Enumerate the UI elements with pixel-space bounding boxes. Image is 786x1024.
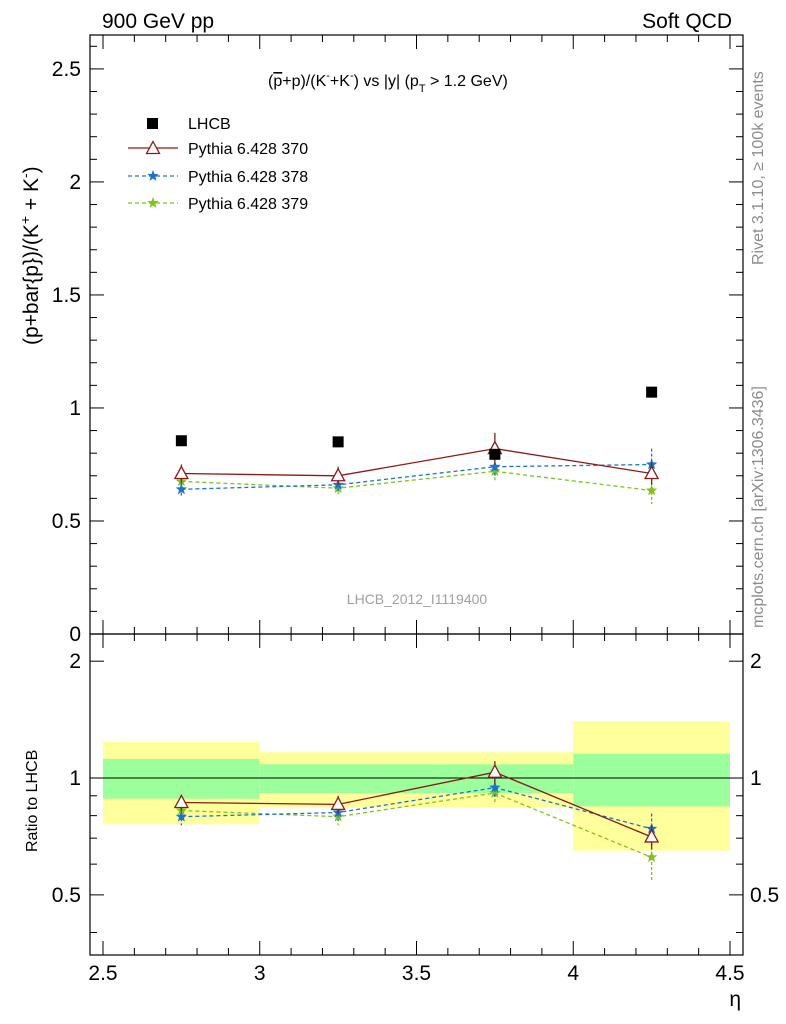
ratio-line-pythia-6-428-370: [181, 771, 652, 838]
legend-entry-pythia-379: Pythia 6.428 379: [128, 196, 308, 213]
rivet-label: Rivet 3.1.10, ≥ 100k events: [750, 71, 767, 265]
x-tick-label: 4: [567, 962, 579, 985]
main-point-pythia-6-428-370: [173, 465, 189, 480]
header-left: 900 GeV pp: [102, 10, 214, 33]
main-point-pythia-6-428-379: [489, 465, 501, 477]
main-point-lhcb: [175, 435, 187, 447]
ratio-y-tick-label-right: 2: [750, 650, 762, 673]
ratio-uncertainty-bands: [103, 721, 730, 851]
ratio-ylabel: Ratio to LHCB: [24, 750, 41, 852]
main-y-tick-label: 2: [69, 171, 81, 194]
legend-entry-lhcb: LHCB: [147, 116, 231, 133]
legend-entry-pythia-378: Pythia 6.428 378: [128, 169, 308, 186]
ratio-y-tick-label-right: 0.5: [750, 884, 779, 907]
legend-entry-pythia-370: Pythia 6.428 370: [128, 140, 308, 158]
axes: 2.5 3 3.5 4 4.5 0 0.5 1 1.5 2 2.5 0.5 0.5 1 1 2 2: [52, 34, 779, 985]
main-line-pythia-6-428-379: [181, 470, 652, 492]
legend-label-pythia-379: Pythia 6.428 379: [188, 196, 308, 213]
legend-label-pythia-378: Pythia 6.428 378: [188, 169, 308, 186]
ratio-point-pythia-6-428-378: [489, 781, 501, 793]
legend: LHCB Pythia 6.428 370 Pythia 6.428 378 P…: [128, 116, 308, 213]
main-point-pythia-6-428-379: [332, 482, 344, 494]
main-point-pythia-6-428-378: [489, 460, 501, 472]
main-line-pythia-6-428-370: [181, 447, 652, 477]
main-y-tick-label: 0: [69, 623, 81, 646]
x-tick-label: 3: [254, 962, 266, 985]
legend-marker-pythia-379: [147, 197, 159, 208]
mcplots-label: mcplots.cern.ch [arXiv:1306.3436]: [750, 386, 767, 628]
main-title: (p+p)/(K-+K-) vs |y| (pT > 1.2 GeV): [268, 70, 508, 95]
main-point-pythia-6-428-378: [175, 483, 188, 495]
main-ylabel: (p+bar{p})/(K+ + K-): [17, 166, 43, 345]
legend-marker-lhcb: [147, 118, 158, 129]
analysis-label: LHCB_2012_I1119400: [347, 591, 488, 607]
ratio-point-pythia-6-428-370: [487, 763, 503, 778]
main-plot: [173, 386, 660, 505]
ratio-band-inner-2: [573, 753, 730, 807]
main-point-pythia-6-428-379: [645, 484, 658, 496]
ratio-point-pythia-6-428-379: [645, 851, 658, 863]
main-y-tick-label: 1.5: [52, 284, 81, 307]
ratio-band-inner-0: [103, 758, 260, 799]
x-tick-label: 3.5: [402, 962, 431, 985]
main-y-tick-label: 1: [69, 397, 81, 420]
main-point-pythia-6-428-370: [330, 467, 346, 482]
ratio-point-pythia-6-428-370: [330, 796, 346, 811]
header-right: Soft QCD: [642, 10, 732, 33]
ratio-y-tick-label: 0.5: [52, 884, 81, 907]
ratio-line-pythia-6-428-378: [181, 786, 652, 830]
ratio-y-tick-label-right: 1: [750, 767, 762, 790]
legend-label-pythia-370: Pythia 6.428 370: [188, 141, 308, 158]
main-point-lhcb: [332, 436, 344, 448]
main-point-lhcb: [646, 386, 658, 398]
ratio-y-tick-label: 1: [69, 767, 81, 790]
main-y-tick-label: 0.5: [52, 510, 81, 533]
ratio-y-tick-label: 2: [69, 650, 81, 673]
x-tick-label: 2.5: [88, 962, 117, 985]
main-point-lhcb: [489, 448, 501, 460]
legend-marker-pythia-370: [145, 140, 161, 155]
main-line-pythia-6-428-378: [181, 463, 652, 490]
x-tick-label: 4.5: [715, 962, 744, 985]
ratio-point-pythia-6-428-370: [173, 794, 189, 809]
main-y-tick-label: 2.5: [52, 58, 81, 81]
ratio-point-pythia-6-428-370: [644, 828, 660, 843]
ratio-plot: [90, 761, 743, 881]
x-axis-label: η: [729, 988, 741, 1011]
legend-label-lhcb: LHCB: [188, 116, 231, 133]
legend-marker-pythia-378: [147, 170, 159, 181]
main-point-pythia-6-428-370: [644, 465, 660, 480]
ratio-point-pythia-6-428-379: [489, 787, 501, 798]
ratio-point-pythia-6-428-378: [175, 810, 188, 822]
ratio-line-pythia-6-428-379: [181, 792, 652, 858]
